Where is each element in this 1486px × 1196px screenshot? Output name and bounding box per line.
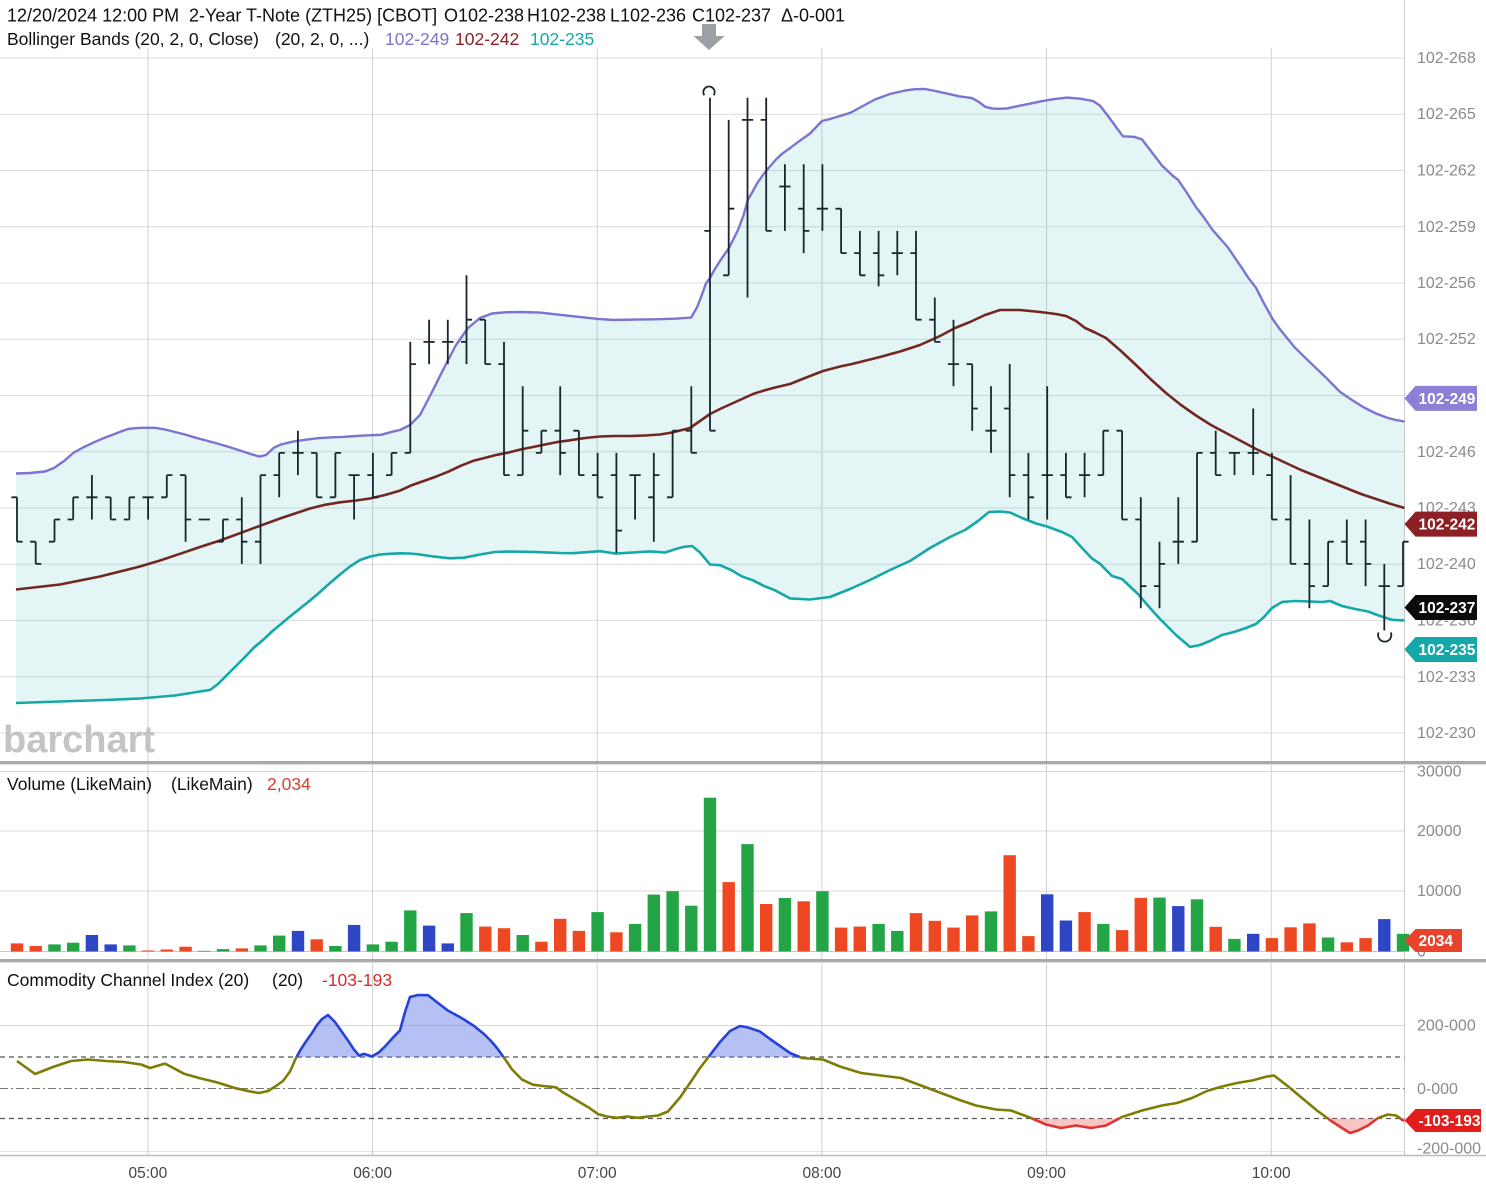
svg-text:10000: 10000 <box>1417 883 1462 900</box>
svg-text:30000: 30000 <box>1417 764 1462 781</box>
svg-text:102-252: 102-252 <box>1417 331 1476 348</box>
svg-text:0-000: 0-000 <box>1417 1081 1458 1098</box>
svg-text:08:00: 08:00 <box>803 1165 842 1182</box>
svg-text:10:00: 10:00 <box>1252 1165 1291 1182</box>
svg-text:102-259: 102-259 <box>1417 219 1476 236</box>
svg-text:06:00: 06:00 <box>353 1165 392 1182</box>
svg-text:102-249: 102-249 <box>1419 391 1476 408</box>
svg-text:-103-193: -103-193 <box>1419 1113 1481 1130</box>
svg-text:Commodity Channel Index (20)(2: Commodity Channel Index (20) (20) -103-193 <box>7 970 392 990</box>
svg-text:102-256: 102-256 <box>1417 275 1476 292</box>
svg-text:102-242: 102-242 <box>1419 517 1476 534</box>
svg-text:102-230: 102-230 <box>1417 725 1476 742</box>
svg-text:102-233: 102-233 <box>1417 669 1476 686</box>
svg-text:09:00: 09:00 <box>1027 1165 1066 1182</box>
svg-text:-200-000: -200-000 <box>1417 1141 1481 1158</box>
svg-text:102-237: 102-237 <box>1419 600 1476 617</box>
svg-text:barchart: barchart <box>3 719 155 761</box>
svg-text:07:00: 07:00 <box>578 1165 617 1182</box>
svg-text:Bollinger Bands (20, 2, 0, Clo: Bollinger Bands (20, 2, 0, Close) (20, 2,… <box>7 29 594 49</box>
svg-text:102-235: 102-235 <box>1419 642 1476 659</box>
svg-text:102-268: 102-268 <box>1417 50 1476 67</box>
svg-text:Volume (LikeMain)(LikeMain)2,0: Volume (LikeMain) (LikeMain) 2,034 <box>7 774 311 794</box>
svg-text:102-240: 102-240 <box>1417 556 1476 573</box>
svg-text:20000: 20000 <box>1417 823 1462 840</box>
svg-text:05:00: 05:00 <box>129 1165 168 1182</box>
svg-text:102-265: 102-265 <box>1417 106 1476 123</box>
svg-text:12/20/2024 12:00 PM2-Year T-No: 12/20/2024 12:00 PM 2-Year T-Note (ZTH25)… <box>7 6 845 26</box>
svg-text:200-000: 200-000 <box>1417 1018 1476 1035</box>
svg-text:102-262: 102-262 <box>1417 163 1476 180</box>
svg-text:102-246: 102-246 <box>1417 444 1476 461</box>
svg-text:2034: 2034 <box>1419 933 1454 950</box>
